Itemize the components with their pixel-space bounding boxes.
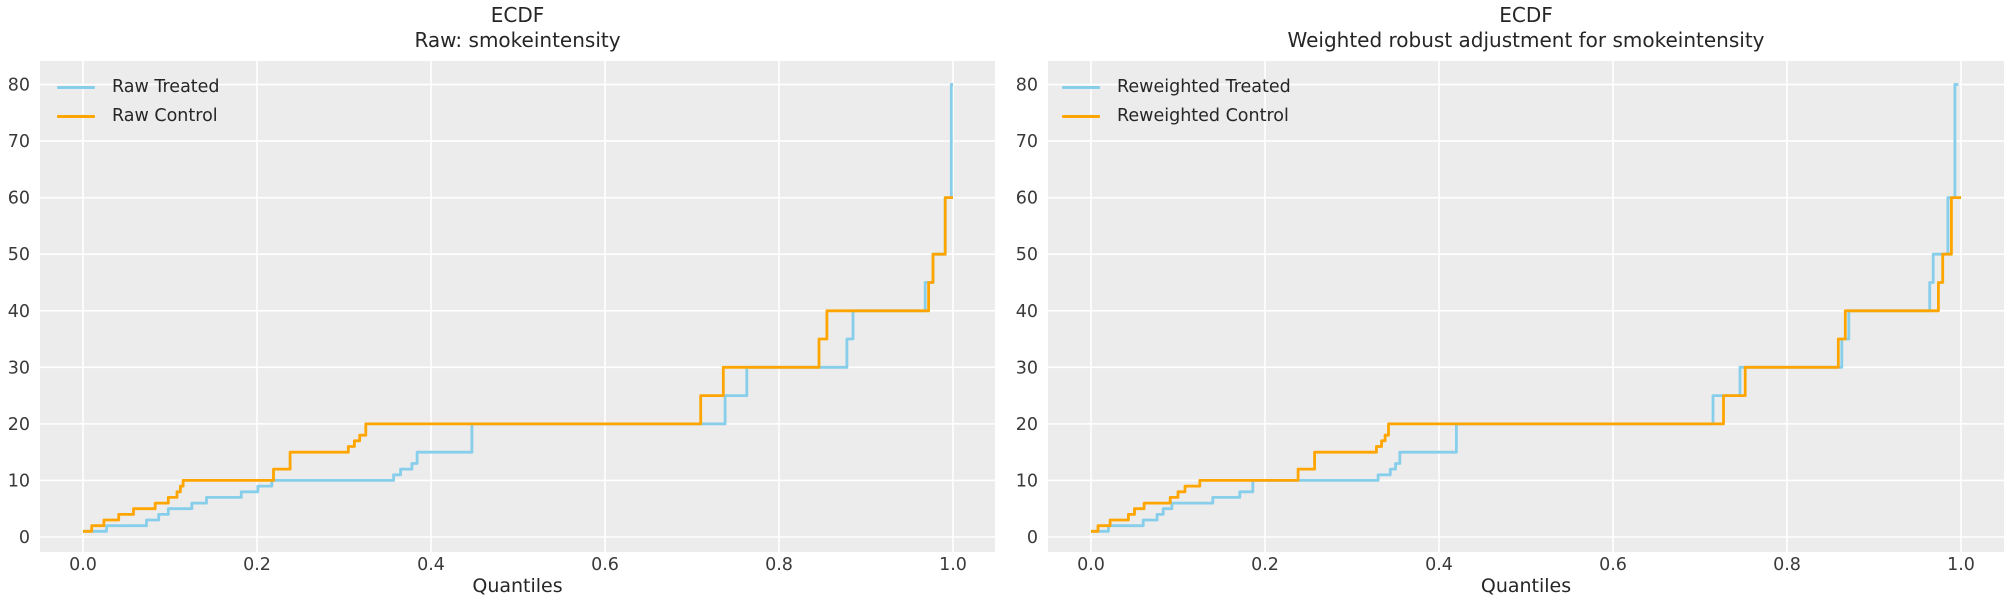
y-tick-label-weighted: 10 bbox=[1016, 471, 1038, 491]
x-tick-label-raw: 0.4 bbox=[417, 555, 445, 575]
x-tick-label-raw: 0.0 bbox=[69, 555, 97, 575]
chart-title-line2: Weighted robust adjustment for smokeinte… bbox=[1287, 28, 1765, 52]
chart-title-line2: Raw: smokeintensity bbox=[414, 28, 621, 52]
y-tick-label-weighted: 30 bbox=[1016, 358, 1038, 378]
legend-weighted: Reweighted Treated Reweighted Control bbox=[1062, 76, 1291, 134]
legend-raw: Raw Treated Raw Control bbox=[57, 76, 220, 134]
series-raw-control bbox=[83, 196, 953, 533]
chart-title-raw: ECDF Raw: smokeintensity bbox=[40, 3, 995, 53]
x-tick-label-weighted: 0.0 bbox=[1077, 555, 1105, 575]
y-tick-label-raw: 30 bbox=[8, 358, 30, 378]
x-axis-label-weighted: Quantiles bbox=[1480, 575, 1572, 597]
x-tick-label-raw: 1.0 bbox=[939, 555, 967, 575]
series-reweighted-treated bbox=[1091, 83, 1959, 533]
x-tick-label-raw: 0.2 bbox=[243, 555, 271, 575]
legend-swatch-reweighted-control bbox=[1062, 114, 1100, 118]
legend-label-raw-treated: Raw Treated bbox=[112, 77, 220, 97]
x-axis-label-raw: Quantiles bbox=[472, 575, 563, 597]
y-tick-label-raw: 80 bbox=[8, 76, 30, 96]
x-tick-label-weighted: 0.8 bbox=[1773, 555, 1801, 575]
y-tick-label-weighted: 80 bbox=[1016, 76, 1038, 96]
legend-item-raw-treated: Raw Treated bbox=[57, 76, 220, 98]
legend-swatch-reweighted-treated bbox=[1062, 85, 1100, 89]
y-tick-label-raw: 60 bbox=[8, 189, 30, 209]
x-tick-label-raw: 0.8 bbox=[765, 555, 793, 575]
chart-title-line1: ECDF bbox=[1499, 3, 1553, 27]
legend-item-reweighted-control: Reweighted Control bbox=[1062, 105, 1291, 127]
legend-label-reweighted-control: Reweighted Control bbox=[1117, 106, 1289, 126]
legend-swatch-raw-treated bbox=[57, 85, 95, 89]
y-tick-label-raw: 50 bbox=[8, 245, 30, 265]
x-tick-label-weighted: 0.6 bbox=[1599, 555, 1627, 575]
legend-swatch-raw-control bbox=[57, 114, 95, 118]
y-tick-label-weighted: 40 bbox=[1016, 302, 1038, 322]
y-tick-label-raw: 10 bbox=[8, 471, 30, 491]
chart-title-line1: ECDF bbox=[490, 3, 545, 27]
legend-item-reweighted-treated: Reweighted Treated bbox=[1062, 76, 1291, 98]
axes-background-raw bbox=[40, 61, 995, 552]
x-tick-label-weighted: 0.4 bbox=[1425, 555, 1453, 575]
legend-item-raw-control: Raw Control bbox=[57, 105, 220, 127]
axes-background-weighted bbox=[1048, 61, 2004, 552]
y-tick-label-weighted: 70 bbox=[1016, 132, 1038, 152]
y-tick-label-weighted: 60 bbox=[1016, 189, 1038, 209]
x-tick-label-weighted: 1.0 bbox=[1947, 555, 1975, 575]
legend-label-raw-control: Raw Control bbox=[112, 106, 218, 126]
legend-label-reweighted-treated: Reweighted Treated bbox=[1117, 77, 1291, 97]
x-tick-label-weighted: 0.2 bbox=[1251, 555, 1279, 575]
y-tick-label-raw: 40 bbox=[8, 302, 30, 322]
y-tick-label-raw: 0 bbox=[19, 528, 30, 548]
series-raw-treated bbox=[83, 83, 953, 533]
y-tick-label-raw: 70 bbox=[8, 132, 30, 152]
chart-title-weighted: ECDF Weighted robust adjustment for smok… bbox=[1048, 3, 2004, 53]
series-reweighted-control bbox=[1091, 196, 1961, 533]
x-tick-label-raw: 0.6 bbox=[591, 555, 619, 575]
y-tick-label-weighted: 20 bbox=[1016, 415, 1038, 435]
y-tick-label-weighted: 50 bbox=[1016, 245, 1038, 265]
y-tick-label-raw: 20 bbox=[8, 415, 30, 435]
y-tick-label-weighted: 0 bbox=[1027, 528, 1038, 548]
